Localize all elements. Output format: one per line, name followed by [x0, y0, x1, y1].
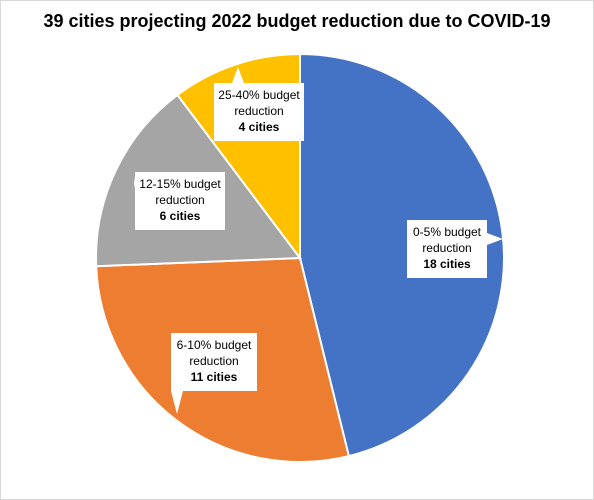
data-label-box-3: [214, 83, 304, 141]
data-label-line2-2: reduction: [155, 193, 204, 207]
data-label-line1-2: 12-15% budget: [139, 177, 221, 191]
data-label-pointer-0: [487, 233, 503, 245]
data-label-count-label-3: 4 cities: [239, 120, 280, 134]
data-label-line1-0: 0-5% budget: [413, 225, 482, 239]
pie-slice-0: [299, 52, 505, 458]
data-label-pointer-3: [232, 67, 244, 83]
data-label-line2-1: reduction: [189, 354, 238, 368]
chart-title: 39 cities projecting 2022 budget reducti…: [43, 11, 551, 31]
data-label-1: 6-10% budget reduction 11 cities: [171, 333, 257, 414]
data-label-3: 25-40% budget reduction 4 cities: [214, 67, 304, 141]
data-label-box-2: [135, 172, 225, 230]
data-label-pointer-1: [171, 391, 183, 414]
data-label-line1-3: 25-40% budget: [218, 88, 300, 102]
data-label-pointer-2: [134, 177, 135, 189]
data-label-count-label-0: 18 cities: [423, 257, 471, 271]
data-label-count-label-1: 11 cities: [191, 370, 238, 384]
data-label-line2-0: reduction: [422, 241, 471, 255]
data-label-box-1: [171, 333, 257, 391]
data-label-count-label-2: 6 cities: [160, 209, 201, 223]
data-label-0: 0-5% budget reduction 18 cities: [407, 220, 503, 278]
data-label-box-0: [407, 220, 487, 278]
data-label-line2-3: reduction: [234, 104, 283, 118]
data-label-line1-1: 6-10% budget: [177, 338, 252, 352]
data-label-2: 12-15% budget reduction 6 cities: [134, 172, 225, 230]
